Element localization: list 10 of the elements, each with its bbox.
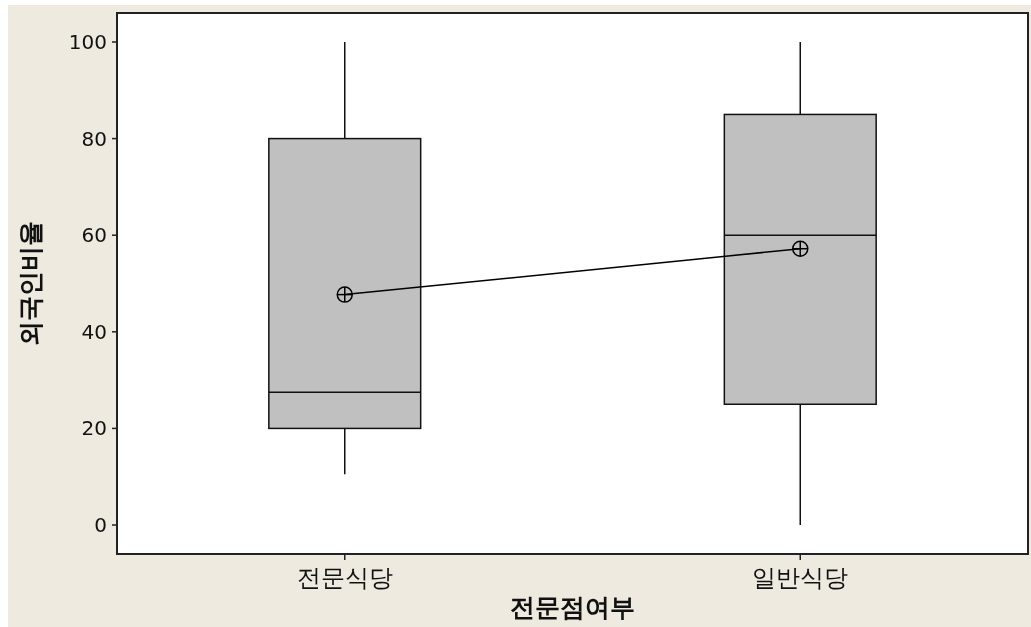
y-tick-label: 100 xyxy=(68,29,107,54)
y-tick-label: 60 xyxy=(81,223,107,248)
y-tick-label: 20 xyxy=(81,416,107,441)
y-tick-label: 0 xyxy=(94,513,107,538)
x-tick-label: 일반식당 xyxy=(752,564,849,592)
x-axis-title: 전문점여부 xyxy=(510,592,635,622)
y-axis-title: 외국인비율 xyxy=(15,221,45,346)
y-tick-label: 80 xyxy=(81,126,107,151)
x-tick-label: 전문식당 xyxy=(296,564,393,592)
y-tick-label: 40 xyxy=(81,319,107,344)
